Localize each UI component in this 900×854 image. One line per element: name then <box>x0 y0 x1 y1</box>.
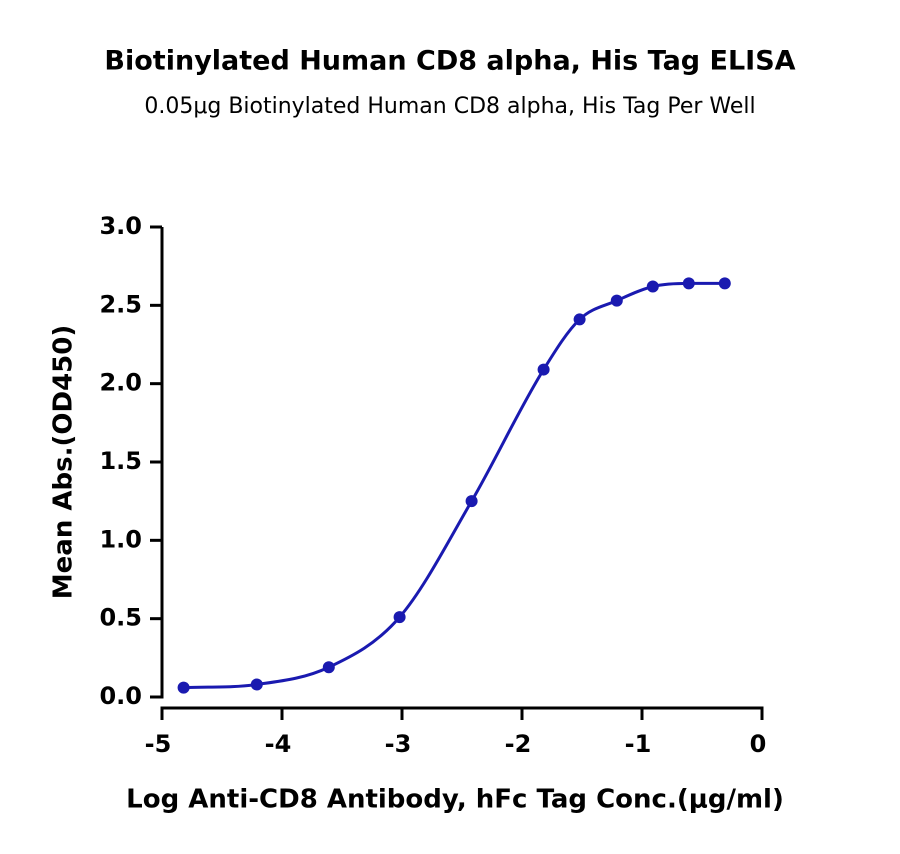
y-tick-label: 3.0 <box>99 212 142 240</box>
x-tick-label: -3 <box>385 730 412 758</box>
y-tick-label: 0.5 <box>99 604 142 632</box>
data-point <box>718 277 731 290</box>
x-tick-label: -2 <box>505 730 532 758</box>
y-axis-title: Mean Abs.(OD450) <box>49 325 79 599</box>
data-point <box>465 495 478 508</box>
y-tick-label: 1.5 <box>99 447 142 475</box>
y-tick-label: 1.0 <box>99 525 142 553</box>
data-point <box>646 280 659 293</box>
x-tick-label: -4 <box>265 730 292 758</box>
y-tick-label: 2.0 <box>99 369 142 397</box>
x-axis-title: Log Anti-CD8 Antibody, hFc Tag Conc.(μg/… <box>126 785 784 815</box>
fit-curve <box>183 281 725 690</box>
chart-subtitle: 0.05μg Biotinylated Human CD8 alpha, His… <box>144 94 755 119</box>
data-point <box>393 611 406 624</box>
y-tick-label: 0.0 <box>99 682 142 710</box>
data-point <box>250 678 263 691</box>
data-point <box>682 277 695 290</box>
x-tick-label: 0 <box>750 730 767 758</box>
x-tick-label: -1 <box>625 730 652 758</box>
data-point <box>177 681 190 694</box>
data-point <box>573 313 586 326</box>
data-point <box>322 661 335 674</box>
data-point <box>537 363 550 376</box>
chart-title: Biotinylated Human CD8 alpha, His Tag EL… <box>104 46 795 77</box>
y-tick-label: 2.5 <box>99 290 142 318</box>
x-tick-label: -5 <box>145 730 172 758</box>
data-point <box>610 294 623 307</box>
